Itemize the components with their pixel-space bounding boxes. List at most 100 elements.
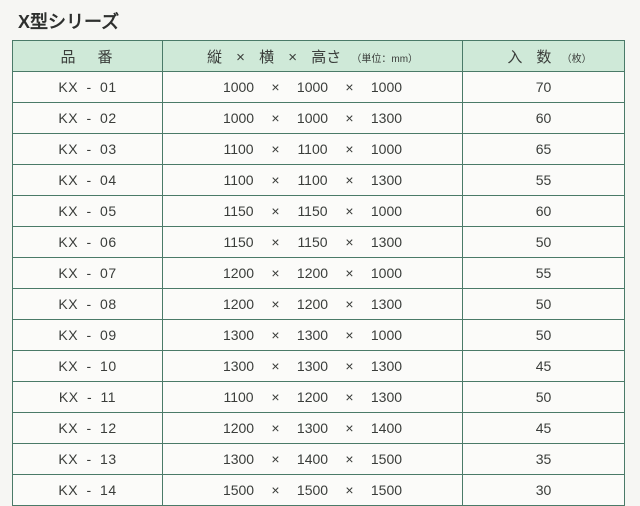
code-number: 09 xyxy=(100,327,117,343)
dim-yoko: 1100 xyxy=(292,172,334,188)
code-number: 07 xyxy=(100,265,117,281)
spec-table: 品番 縦 × 横 × 高さ （単位：mm） 入数 （枚） xyxy=(12,40,625,506)
dim-takasa: 1300 xyxy=(365,389,407,405)
code-dash: - xyxy=(86,451,91,467)
multiply-icon: × xyxy=(271,420,279,436)
dim-tate: 1300 xyxy=(218,451,260,467)
col-header-code: 品番 xyxy=(13,41,163,72)
qty-value: 60 xyxy=(536,203,552,219)
code-prefix: KX xyxy=(58,79,78,95)
multiply-icon: × xyxy=(345,420,353,436)
dim-tate: 1200 xyxy=(218,420,260,436)
multiply-icon: × xyxy=(271,79,279,95)
dim-tate: 1100 xyxy=(218,141,260,157)
cell-dimensions: 1000 × 1000 × 1300 xyxy=(163,103,463,134)
qty-value: 50 xyxy=(536,296,552,312)
table-row: KX - 01 1000 × 1000 × 1000 70 xyxy=(13,72,625,103)
cell-dimensions: 1100 × 1100 × 1000 xyxy=(163,134,463,165)
cell-code: KX - 02 xyxy=(13,103,163,134)
qty-value: 50 xyxy=(536,327,552,343)
code-dash: - xyxy=(86,110,91,126)
code-number: 12 xyxy=(100,420,117,436)
cell-dimensions: 1200 × 1200 × 1000 xyxy=(163,258,463,289)
code-number: 03 xyxy=(100,141,117,157)
multiply-icon: × xyxy=(271,265,279,281)
dim-yoko: 1100 xyxy=(292,141,334,157)
multiply-icon: × xyxy=(236,49,245,66)
multiply-icon: × xyxy=(345,172,353,188)
dim-yoko: 1200 xyxy=(292,389,334,405)
cell-code: KX - 01 xyxy=(13,72,163,103)
cell-dimensions: 1100 × 1100 × 1300 xyxy=(163,165,463,196)
code-number: 02 xyxy=(100,110,117,126)
code-number: 10 xyxy=(100,358,117,374)
multiply-icon: × xyxy=(345,389,353,405)
dim-yoko: 1300 xyxy=(292,327,334,343)
qty-value: 35 xyxy=(536,451,552,467)
dim-takasa: 1400 xyxy=(365,420,407,436)
dims-header-tate: 縦 xyxy=(207,49,222,66)
code-number: 13 xyxy=(100,451,117,467)
cell-qty: 55 xyxy=(463,165,625,196)
dim-takasa: 1300 xyxy=(365,234,407,250)
qty-value: 30 xyxy=(536,482,552,498)
cell-qty: 50 xyxy=(463,289,625,320)
code-number: 01 xyxy=(100,79,117,95)
dim-tate: 1150 xyxy=(218,234,260,250)
qty-header-unit: （枚） xyxy=(562,54,592,65)
qty-header-label: 入数 xyxy=(507,49,565,66)
cell-code: KX - 07 xyxy=(13,258,163,289)
multiply-icon: × xyxy=(271,172,279,188)
cell-qty: 65 xyxy=(463,134,625,165)
col-header-dimensions: 縦 × 横 × 高さ （単位：mm） xyxy=(163,41,463,72)
dim-takasa: 1000 xyxy=(365,327,407,343)
dim-yoko: 1000 xyxy=(292,110,334,126)
multiply-icon: × xyxy=(271,327,279,343)
cell-dimensions: 1100 × 1200 × 1300 xyxy=(163,382,463,413)
dim-yoko: 1150 xyxy=(292,234,334,250)
code-prefix: KX xyxy=(58,296,78,312)
dim-tate: 1000 xyxy=(218,110,260,126)
code-prefix: KX xyxy=(58,358,78,374)
dim-yoko: 1000 xyxy=(292,79,334,95)
table-row: KX - 12 1200 × 1300 × 1400 45 xyxy=(13,413,625,444)
qty-value: 45 xyxy=(536,420,552,436)
multiply-icon: × xyxy=(345,203,353,219)
code-prefix: KX xyxy=(58,482,78,498)
cell-qty: 35 xyxy=(463,444,625,475)
cell-dimensions: 1000 × 1000 × 1000 xyxy=(163,72,463,103)
table-header-row: 品番 縦 × 横 × 高さ （単位：mm） 入数 （枚） xyxy=(13,41,625,72)
table-row: KX - 14 1500 × 1500 × 1500 30 xyxy=(13,475,625,506)
cell-code: KX - 12 xyxy=(13,413,163,444)
code-dash: - xyxy=(86,141,91,157)
qty-value: 50 xyxy=(536,389,552,405)
dims-header-yoko: 横 xyxy=(259,49,274,66)
code-dash: - xyxy=(86,420,91,436)
qty-value: 55 xyxy=(536,265,552,281)
code-prefix: KX xyxy=(58,141,78,157)
multiply-icon: × xyxy=(345,482,353,498)
dim-tate: 1200 xyxy=(218,265,260,281)
code-prefix: KX xyxy=(58,420,78,436)
dim-takasa: 1300 xyxy=(365,296,407,312)
code-prefix: KX xyxy=(58,265,78,281)
dim-yoko: 1200 xyxy=(292,296,334,312)
code-dash: - xyxy=(86,234,91,250)
cell-qty: 55 xyxy=(463,258,625,289)
table-row: KX - 10 1300 × 1300 × 1300 45 xyxy=(13,351,625,382)
dim-yoko: 1300 xyxy=(292,420,334,436)
code-prefix: KX xyxy=(58,203,78,219)
cell-dimensions: 1200 × 1300 × 1400 xyxy=(163,413,463,444)
cell-qty: 50 xyxy=(463,227,625,258)
multiply-icon: × xyxy=(271,358,279,374)
table-row: KX - 06 1150 × 1150 × 1300 50 xyxy=(13,227,625,258)
dim-tate: 1000 xyxy=(218,79,260,95)
cell-dimensions: 1500 × 1500 × 1500 xyxy=(163,475,463,506)
cell-qty: 30 xyxy=(463,475,625,506)
qty-value: 60 xyxy=(536,110,552,126)
cell-qty: 45 xyxy=(463,413,625,444)
code-prefix: KX xyxy=(58,234,78,250)
multiply-icon: × xyxy=(345,358,353,374)
cell-qty: 50 xyxy=(463,320,625,351)
table-row: KX - 02 1000 × 1000 × 1300 60 xyxy=(13,103,625,134)
